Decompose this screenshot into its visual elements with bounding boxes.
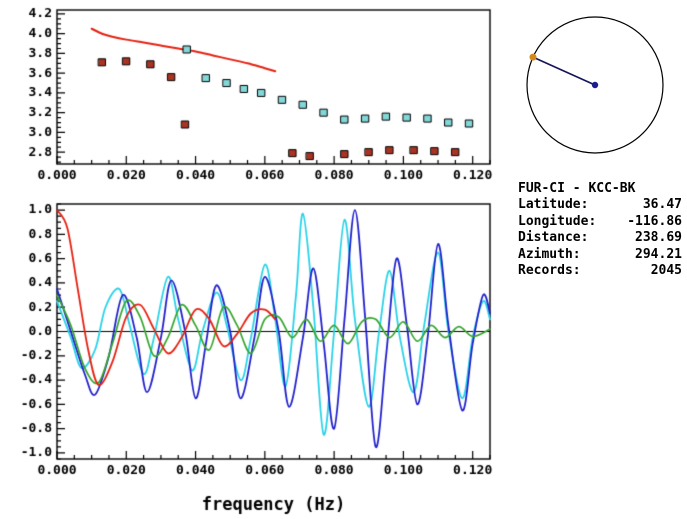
station-pair-title: FUR-CI - KCC-BK bbox=[518, 181, 636, 196]
records-label: Records: bbox=[518, 263, 581, 278]
info-row-records: Records: 2045 bbox=[518, 263, 682, 280]
distance-value: 238.69 bbox=[635, 230, 682, 245]
longitude-value: -116.86 bbox=[627, 213, 682, 229]
distance-label: Distance: bbox=[518, 230, 589, 245]
station-center-dot-icon bbox=[591, 81, 599, 89]
azimuth-label: Azimuth: bbox=[518, 246, 581, 262]
records-value: 2045 bbox=[650, 263, 682, 278]
info-row-distance: Distance: 238.69 bbox=[518, 230, 682, 247]
info-row-latitude: Latitude: 36.47 bbox=[518, 197, 682, 214]
info-row-azimuth: Azimuth: 294.21 bbox=[518, 247, 682, 264]
longitude-label: Longitude: bbox=[518, 213, 597, 229]
azimuth-line-icon bbox=[532, 56, 596, 86]
latitude-label: Latitude: bbox=[518, 197, 589, 212]
station-info-panel: FUR-CI - KCC-BK Latitude: 36.47 Longitud… bbox=[518, 180, 682, 280]
station-edge-dot-icon bbox=[529, 53, 537, 61]
azimuth-compass bbox=[526, 16, 664, 154]
info-row-longitude: Longitude: -116.86 bbox=[518, 214, 682, 231]
latitude-value: 36.47 bbox=[642, 197, 682, 212]
waveform-correlation-chart bbox=[0, 192, 500, 519]
dispersion-chart bbox=[0, 0, 500, 192]
compass-circle-icon bbox=[526, 16, 664, 154]
azimuth-value: 294.21 bbox=[635, 246, 682, 262]
